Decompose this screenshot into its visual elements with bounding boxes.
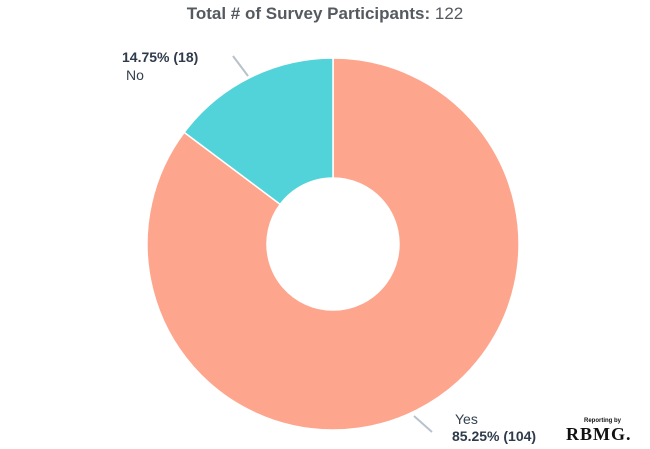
slice-label-yes-percent: 85.25% (104) (452, 428, 536, 444)
brand-logo-text: RBMG. (566, 424, 632, 444)
donut-slice-no (183, 57, 334, 206)
reporting-brand-logo: Reporting by RBMG. (566, 418, 646, 443)
leader-line-yes (413, 415, 433, 433)
leader-line-no (232, 55, 249, 77)
slice-label-no-category: No (126, 67, 144, 83)
chart-title-label: Total # of Survey Participants: (186, 4, 431, 23)
chart-title-value: 122 (434, 4, 464, 23)
chart-title: Total # of Survey Participants: 122 (0, 4, 650, 24)
donut-slice-yes (146, 57, 520, 431)
brand-small-text: Reporting by (584, 418, 621, 424)
slice-label-no-percent: 14.75% (18) (122, 49, 198, 65)
slice-label-yes-category: Yes (455, 411, 478, 427)
